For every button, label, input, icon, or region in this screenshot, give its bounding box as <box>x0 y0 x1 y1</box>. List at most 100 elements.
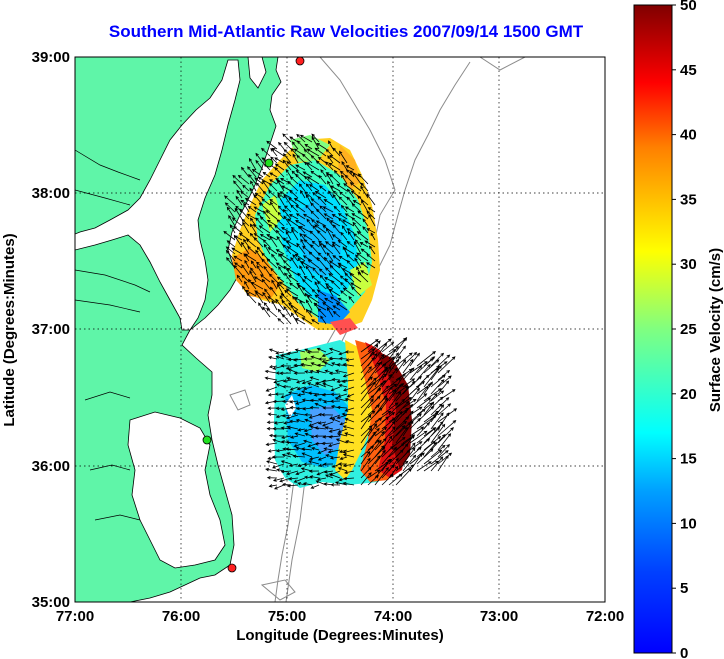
velocity-arrow <box>360 410 376 423</box>
velocity-arrow <box>395 464 415 479</box>
velocity-arrow <box>437 443 450 458</box>
velocity-arrow <box>364 240 376 248</box>
velocity-arrow <box>409 361 428 374</box>
velocity-arrow <box>268 484 278 488</box>
velocity-arrow <box>388 391 402 409</box>
velocity-arrow <box>297 428 306 432</box>
velocity-arrow <box>254 177 264 185</box>
velocity-arrow <box>328 288 341 297</box>
velocity-arrow <box>260 147 271 157</box>
velocity-arrow <box>437 427 454 444</box>
velocity-arrow <box>252 224 264 234</box>
velocity-arrow <box>374 397 389 416</box>
velocity-arrow <box>352 221 362 234</box>
velocity-arrow <box>323 199 334 206</box>
velocity-arrow <box>409 417 422 430</box>
velocity-arrow <box>321 413 334 417</box>
radar-stations <box>202 57 305 573</box>
velocity-arrow <box>321 421 334 427</box>
velocity-arrow <box>244 259 250 269</box>
velocity-arrow <box>278 266 285 276</box>
velocity-arrow <box>360 381 376 402</box>
velocity-arrow <box>336 414 348 419</box>
velocity-arrow <box>342 453 355 458</box>
velocity-arrow <box>351 217 362 227</box>
velocity-arrow <box>316 142 327 150</box>
velocity-arrow <box>308 469 320 473</box>
velocity-arrow <box>272 399 285 404</box>
velocity-arrow <box>342 219 355 227</box>
velocity-arrow <box>295 204 306 213</box>
velocity-arrow <box>367 207 376 213</box>
velocity-arrow <box>267 406 278 410</box>
velocity-arrow <box>316 477 327 481</box>
velocity-arrow <box>344 174 355 185</box>
velocity-arrow <box>325 454 334 458</box>
velocity-arrow <box>368 245 376 255</box>
velocity-arrow <box>327 180 334 192</box>
velocity-arrow <box>300 189 306 199</box>
velocity-arrow <box>282 399 292 404</box>
velocity-arrow <box>328 435 341 439</box>
velocity-arrow <box>290 312 299 325</box>
velocity-arrow <box>289 435 299 439</box>
colorbar-label: Surface Velocity (cm/s) <box>707 248 724 412</box>
velocity-arrow <box>308 460 320 465</box>
velocity-arrow <box>374 426 388 437</box>
velocity-arrow <box>268 190 278 199</box>
velocity-arrow <box>308 310 320 318</box>
velocity-arrow <box>279 253 292 262</box>
velocity-arrow <box>315 160 327 171</box>
velocity-arrow <box>269 201 278 213</box>
velocity-arrow <box>409 365 423 381</box>
rivers <box>75 149 151 521</box>
velocity-arrow <box>261 180 271 192</box>
velocity-arrow <box>338 384 348 388</box>
velocity-arrow <box>282 414 292 418</box>
velocity-arrow <box>261 278 271 290</box>
velocity-arrow <box>312 267 320 276</box>
velocity-arrow <box>416 397 432 409</box>
velocity-arrow <box>279 354 292 360</box>
velocity-arrow <box>423 359 440 374</box>
velocity-arrow <box>388 383 403 402</box>
velocity-arrow <box>323 361 334 367</box>
velocity-arrow <box>240 199 250 206</box>
velocity-arrow <box>229 224 236 234</box>
x-tick-label: 76:00 <box>162 608 200 625</box>
velocity-arrow <box>367 340 381 353</box>
velocity-arrow <box>293 310 306 318</box>
velocity-arrow <box>309 475 320 479</box>
velocity-arrow <box>249 267 257 276</box>
velocity-arrow <box>285 470 299 476</box>
velocity-arrow <box>356 252 369 262</box>
velocity-arrow <box>255 152 264 164</box>
velocity-arrow <box>301 379 313 385</box>
velocity-arrow <box>267 246 278 255</box>
velocity-arrow <box>226 240 236 248</box>
velocity-arrow <box>437 380 450 395</box>
velocity-arrow <box>395 400 410 416</box>
velocity-arrow <box>423 388 442 402</box>
velocity-arrow <box>402 385 420 402</box>
velocity-arrow <box>367 446 386 465</box>
velocity-arrow <box>339 421 348 426</box>
velocity-arrow <box>344 417 355 423</box>
velocity-arrow <box>388 367 398 381</box>
velocity-arrow <box>231 217 243 227</box>
velocity-arrow <box>283 141 292 150</box>
velocity-arrow <box>329 296 341 304</box>
velocity-arrow <box>289 189 299 199</box>
velocity-arrow <box>366 193 376 206</box>
velocity-arrow <box>253 206 264 213</box>
velocity-arrow <box>340 290 348 297</box>
velocity-arrow <box>275 249 285 255</box>
velocity-arrow <box>283 194 292 206</box>
velocity-arrow <box>342 449 355 454</box>
velocity-arrow <box>343 183 355 192</box>
velocity-arrow <box>283 215 292 227</box>
velocity-arrow <box>344 272 355 283</box>
velocity-arrow <box>324 426 334 430</box>
velocity-arrow <box>301 287 313 297</box>
